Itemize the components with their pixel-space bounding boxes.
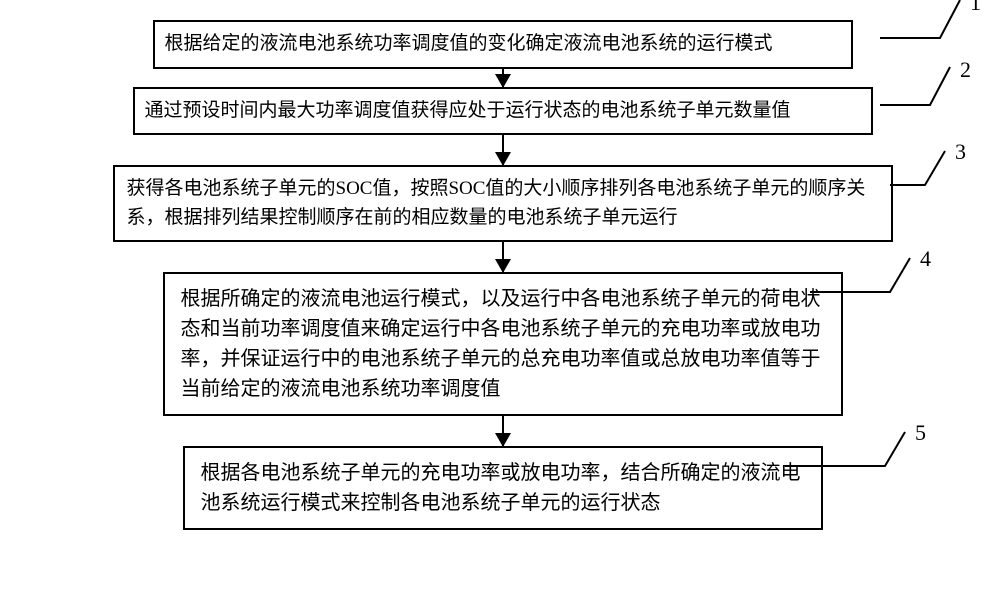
step-2-text: 通过预设时间内最大功率调度值获得应处于运行状态的电池系统子单元数量值 bbox=[145, 100, 791, 121]
step-2-box: 通过预设时间内最大功率调度值获得应处于运行状态的电池系统子单元数量值 bbox=[133, 87, 873, 136]
callout-3: 3 bbox=[890, 145, 1000, 195]
arrow-3-4 bbox=[502, 242, 504, 272]
step-1-text: 根据给定的液流电池系统功率调度值的变化确定液流电池系统的运行模式 bbox=[165, 33, 773, 54]
arrow-4-5 bbox=[502, 416, 504, 446]
step-2-label: 2 bbox=[960, 57, 971, 83]
step-3-wrapper: 获得各电池系统子单元的SOC值，按照SOC值的大小顺序排列各电池系统子单元的顺序… bbox=[55, 165, 950, 242]
callout-4: 4 bbox=[810, 252, 960, 302]
callout-2: 2 bbox=[880, 61, 1000, 111]
step-3-box: 获得各电池系统子单元的SOC值，按照SOC值的大小顺序排列各电池系统子单元的顺序… bbox=[113, 165, 893, 242]
step-5-text: 根据各电池系统子单元的充电功率或放电功率，结合所确定的液流电池系统运行模式来控制… bbox=[201, 462, 801, 514]
step-3-text: 获得各电池系统子单元的SOC值，按照SOC值的大小顺序排列各电池系统子单元的顺序… bbox=[127, 178, 866, 228]
arrow-1-2 bbox=[502, 69, 504, 87]
step-3-label: 3 bbox=[955, 139, 966, 165]
step-1-label: 1 bbox=[970, 0, 981, 16]
step-5-box: 根据各电池系统子单元的充电功率或放电功率，结合所确定的液流电池系统运行模式来控制… bbox=[183, 446, 823, 530]
step-1-wrapper: 根据给定的液流电池系统功率调度值的变化确定液流电池系统的运行模式 1 bbox=[55, 20, 950, 69]
callout-1: 1 bbox=[880, 0, 1000, 44]
step-4-label: 4 bbox=[920, 246, 931, 272]
callout-5: 5 bbox=[785, 426, 955, 476]
step-1-box: 根据给定的液流电池系统功率调度值的变化确定液流电池系统的运行模式 bbox=[153, 20, 853, 69]
step-2-wrapper: 通过预设时间内最大功率调度值获得应处于运行状态的电池系统子单元数量值 2 bbox=[55, 87, 950, 136]
step-4-wrapper: 根据所确定的液流电池运行模式，以及运行中各电池系统子单元的荷电状态和当前功率调度… bbox=[55, 272, 950, 416]
flowchart-container: 根据给定的液流电池系统功率调度值的变化确定液流电池系统的运行模式 1 通过预设时… bbox=[55, 20, 950, 530]
step-4-box: 根据所确定的液流电池运行模式，以及运行中各电池系统子单元的荷电状态和当前功率调度… bbox=[163, 272, 843, 416]
step-4-text: 根据所确定的液流电池运行模式，以及运行中各电池系统子单元的荷电状态和当前功率调度… bbox=[181, 288, 821, 400]
arrow-2-3 bbox=[502, 135, 504, 165]
step-5-wrapper: 根据各电池系统子单元的充电功率或放电功率，结合所确定的液流电池系统运行模式来控制… bbox=[55, 446, 950, 530]
step-5-label: 5 bbox=[915, 420, 926, 446]
